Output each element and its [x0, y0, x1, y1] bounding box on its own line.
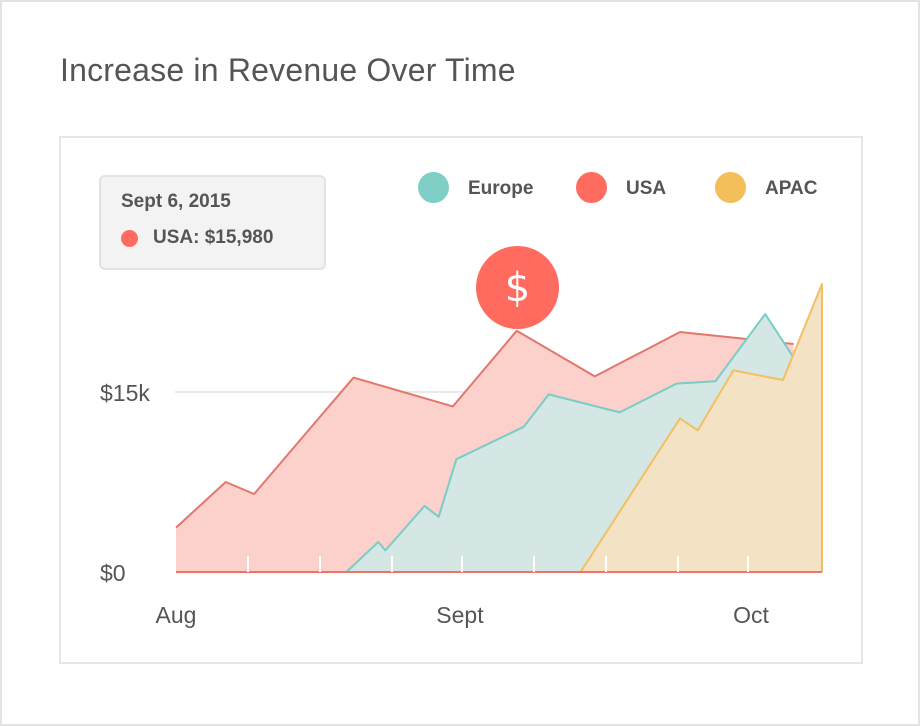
tooltip: Sept 6, 2015 USA: $15,980 — [99, 175, 326, 270]
dollar-icon: $ — [476, 246, 559, 329]
legend-dot-apac — [715, 172, 746, 203]
tooltip-series-dot — [121, 230, 138, 247]
legend-dot-europe — [418, 172, 449, 203]
legend-label-apac: APAC — [765, 178, 818, 199]
x-tick-label: Aug — [156, 602, 197, 628]
legend-label-usa: USA — [626, 178, 667, 199]
x-tick-label: Sept — [436, 602, 484, 628]
y-tick-label: $15k — [100, 380, 150, 406]
line-usa — [175, 329, 794, 529]
x-tick-label: Oct — [733, 602, 769, 628]
line-europe — [345, 313, 799, 573]
line-apac — [579, 283, 823, 573]
tooltip-value: USA: $15,980 — [153, 227, 274, 248]
area-apac — [580, 284, 822, 572]
legend-label-europe: Europe — [468, 178, 534, 199]
y-tick-label: $0 — [100, 560, 126, 586]
tooltip-date: Sept 6, 2015 — [121, 191, 231, 212]
chart-title: Increase in Revenue Over Time — [60, 52, 516, 88]
dollar-symbol: $ — [504, 264, 531, 311]
legend-dot-usa — [576, 172, 607, 203]
